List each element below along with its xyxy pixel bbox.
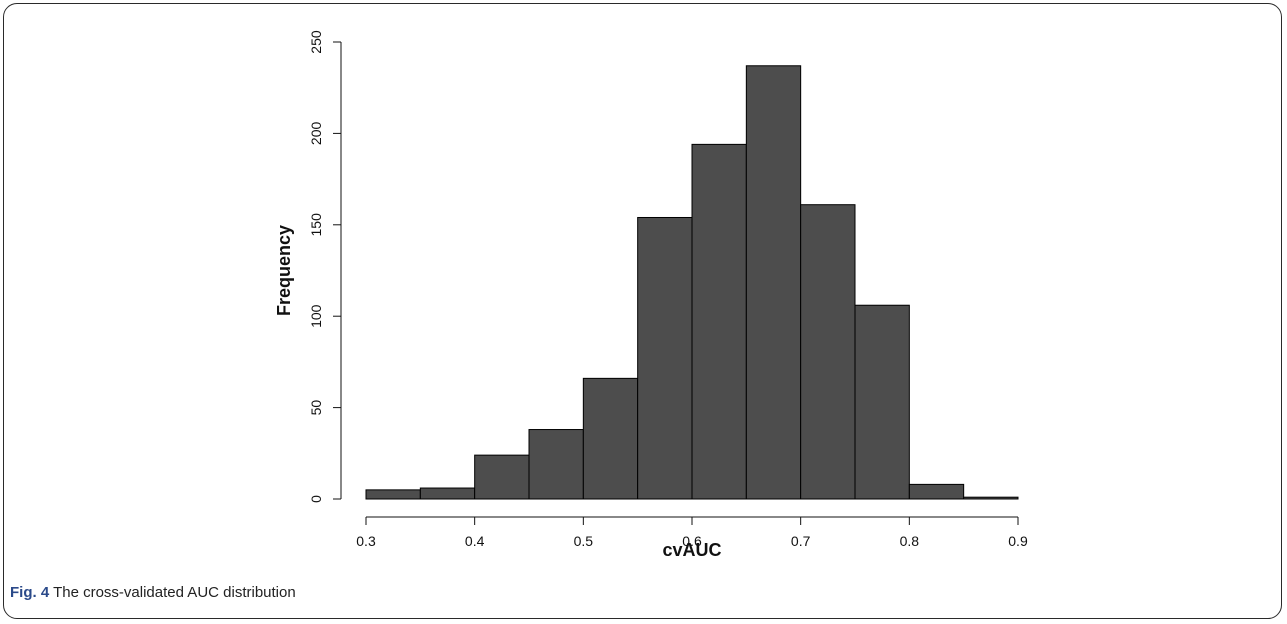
x-tick-label: 0.7	[791, 533, 811, 549]
histogram-bar	[854, 304, 910, 500]
histogram-bar	[800, 204, 856, 500]
x-axis: 0.3 0.4 0.5 0.6 0.7 0.8 0.9	[356, 516, 1028, 549]
y-tick-label: 50	[308, 400, 324, 416]
x-tick-label: 0.8	[900, 533, 920, 549]
y-tick-label: 250	[308, 30, 324, 54]
figure-caption: Fig. 4 The cross-validated AUC distribut…	[10, 584, 296, 601]
x-tick-label: 0.9	[1008, 533, 1028, 549]
histogram-bar	[582, 377, 639, 500]
histogram-bar	[528, 429, 584, 500]
y-tick-label: 100	[308, 304, 324, 328]
x-tick-label: 0.3	[356, 533, 376, 549]
histogram-bar	[963, 496, 1019, 500]
y-tick-label: 200	[308, 122, 324, 146]
x-axis-title: cvAUC	[662, 540, 721, 560]
y-tick-label: 0	[308, 495, 324, 503]
histogram-bars	[365, 65, 1019, 500]
histogram-bar	[745, 65, 802, 500]
figure-label: Fig. 4	[10, 584, 50, 601]
figure-frame	[3, 3, 1282, 619]
histogram-bar	[637, 216, 693, 500]
x-tick-label: 0.6	[682, 533, 702, 549]
x-tick-label: 0.4	[465, 533, 485, 549]
histogram-bar	[474, 454, 530, 500]
histogram-bar	[365, 489, 421, 500]
y-tick-label: 150	[308, 213, 324, 237]
histogram-bar	[691, 143, 747, 500]
y-axis-title: Frequency	[274, 225, 294, 316]
figure-caption-text: The cross-validated AUC distribution	[53, 584, 296, 601]
histogram-bar	[419, 487, 476, 500]
histogram-chart: 0.3 0.4 0.5 0.6 0.7 0.8 0.9 0 50 100 150 200 250 cv…	[274, 30, 1028, 560]
y-axis: 0 50 100 150 200 250	[308, 30, 342, 503]
x-tick-label: 0.5	[574, 533, 594, 549]
histogram-bar	[908, 483, 965, 500]
